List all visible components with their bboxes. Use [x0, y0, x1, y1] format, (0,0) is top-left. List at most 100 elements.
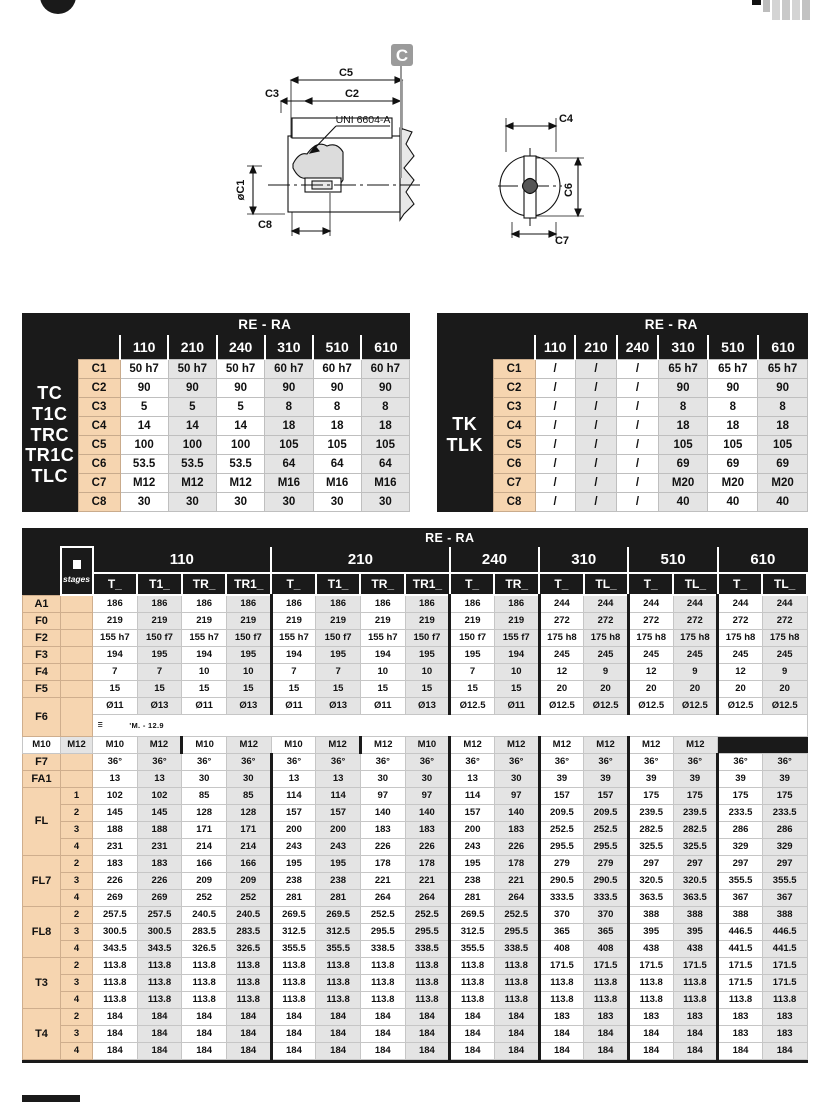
data-cell: Ø12.5	[761, 696, 808, 715]
c-cell: 8	[757, 396, 808, 417]
data-cell: 184	[269, 1007, 317, 1026]
c-cell: 8	[360, 396, 411, 417]
data-cell: 355.5	[716, 871, 763, 890]
data-cell: 245	[537, 645, 585, 664]
data-cell: 36°	[761, 752, 808, 771]
data-cell: 113.8	[181, 973, 227, 992]
row-code-T3: T3	[22, 956, 61, 1009]
data-cell: 184	[626, 1041, 674, 1060]
data-cell: 184	[181, 1024, 227, 1043]
data-cell: 408	[583, 939, 629, 958]
table-row: 2 145 145 128 128 157 157 140 140 157 140 209.5 209.…	[23, 803, 808, 822]
data-cell: 113.8	[493, 956, 540, 975]
data-cell: 114	[315, 786, 361, 805]
c-size-header-240: 240	[615, 335, 659, 359]
table-row: F4 7 7 10 10 7 7 10 10 7 10 12 9 12 9 12 9	[22, 662, 808, 681]
data-cell: 20	[761, 679, 808, 698]
data-cell: 272	[761, 611, 808, 630]
c-cell: 100	[167, 434, 218, 455]
note-text: 'M. - 12.9	[129, 721, 164, 730]
c-cell: 64	[360, 453, 411, 474]
table-row: C4///18 18 18	[437, 415, 808, 436]
data-cell: 183	[493, 820, 540, 839]
data-cell: 36°	[92, 752, 138, 771]
data-cell: 184	[583, 1041, 629, 1060]
c-cell: 90	[657, 377, 709, 398]
c-cell: 30	[119, 491, 169, 512]
data-cell: 39	[672, 769, 719, 788]
data-cell: 183	[404, 820, 451, 839]
c-cell: 100	[119, 434, 169, 455]
data-cell: M12	[60, 735, 93, 754]
data-cell: 155 f7	[493, 628, 540, 647]
page-corner-blob	[40, 0, 76, 14]
table-row: FL 1 102 102 85 85 114 114 97 97 114 97 157 157 175 175…	[22, 786, 808, 856]
data-cell: 155 h7	[181, 628, 227, 647]
data-cell: 244	[761, 594, 808, 613]
data-cell: 326.5	[225, 939, 272, 958]
data-cell: 184	[672, 1041, 719, 1060]
table-row: M10 M12 M10 M12 M10 M12 M10 M12 M12 M10 M12 M12 M12 M…	[22, 735, 808, 754]
c-cell: 18	[757, 415, 808, 436]
data-cell: 36°	[716, 752, 763, 771]
c-cell: M12	[167, 472, 218, 493]
data-cell: 85	[181, 786, 227, 805]
data-cell: 195	[315, 854, 361, 873]
data-cell: 13	[92, 769, 138, 788]
c-cell: 30	[215, 491, 266, 512]
c-cell: 69	[707, 453, 759, 474]
c-cell: 90	[264, 377, 314, 398]
data-cell: 286	[716, 820, 763, 839]
data-cell: 264	[359, 888, 406, 907]
data-cell: 184	[448, 1007, 495, 1026]
data-cell: 184	[672, 1024, 719, 1043]
data-cell: 97	[359, 786, 406, 805]
data-cell: 219	[493, 611, 540, 630]
data-cell: 9	[761, 662, 808, 681]
standard-label: UNI 6604-A	[336, 114, 391, 126]
c-cell: 60 h7	[312, 358, 362, 379]
data-cell: 329	[761, 837, 808, 856]
c-cell: 18	[657, 415, 709, 436]
c-size-header-110: 110	[118, 335, 169, 359]
data-cell: 150 f7	[315, 628, 361, 647]
data-cell: 150 f7	[136, 628, 183, 647]
data-cell: 312.5	[315, 922, 361, 941]
table-row: FL8 2 257.5 257.5 240.5 240.5 269.5 269.5 252.5 2…	[22, 905, 808, 958]
data-cell: 39	[761, 769, 808, 788]
data-cell: M10	[270, 735, 317, 754]
c-cell: /	[616, 453, 659, 474]
data-cell: 343.5	[92, 939, 138, 958]
data-cell: M12	[626, 735, 674, 754]
data-cell: 102	[92, 786, 138, 805]
data-cell: 184	[136, 1007, 183, 1026]
data-cell: 10	[225, 662, 272, 681]
data-cell: 186	[92, 594, 138, 613]
data-cell: 36°	[315, 752, 361, 771]
data-cell: 290.5	[537, 871, 585, 890]
c-table-blank	[22, 335, 120, 359]
c-cell: 50 h7	[119, 358, 169, 379]
data-cell: 113.8	[92, 973, 138, 992]
table-row: 4 231 231 214 214 243 243 226 226 243 226 295.5 295.…	[23, 837, 808, 856]
data-cell: 155 h7	[359, 628, 406, 647]
data-cell: 226	[92, 871, 138, 890]
table-row: C4 14 14 14 18 18 18	[22, 415, 411, 436]
c-cell: /	[534, 415, 576, 436]
data-cell: 184	[181, 1041, 227, 1060]
data-cell: 194	[269, 645, 317, 664]
note-row: ≡ 'M. - 12.9	[23, 713, 808, 737]
data-cell: 226	[493, 837, 540, 856]
data-cell: 219	[136, 611, 183, 630]
c-cell: 30	[360, 491, 411, 512]
data-cell: 157	[315, 803, 361, 822]
data-cell: 188	[92, 820, 138, 839]
c-cell: 90	[215, 377, 266, 398]
data-cell: 281	[269, 888, 317, 907]
table-row: C2 90 90 90 90 90 90	[22, 377, 411, 398]
c-row-code-C3: C3	[492, 396, 536, 417]
data-cell: 441.5	[716, 939, 763, 958]
variant-header-T: T_	[270, 572, 317, 596]
c-cell: /	[534, 377, 576, 398]
